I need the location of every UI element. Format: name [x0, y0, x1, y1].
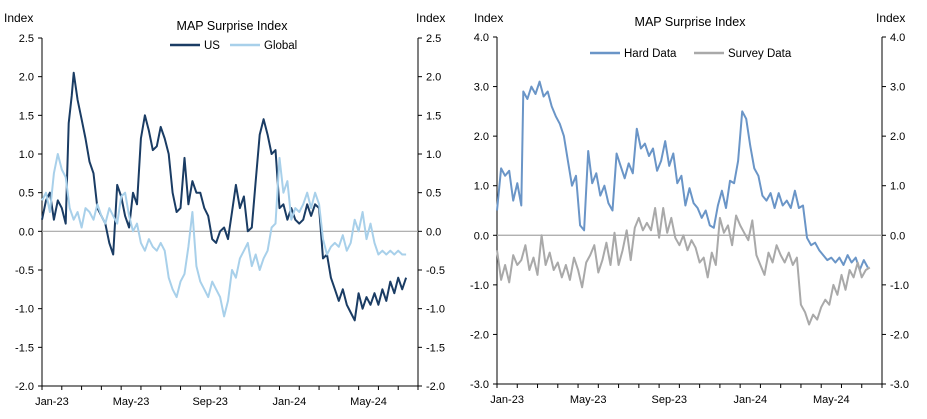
y-tick-label-right: 2.5: [426, 33, 441, 45]
y-tick-label-right: 2.0: [890, 131, 905, 143]
legend-label-survey-data: Survey Data: [728, 48, 792, 60]
y-tick-label-left: 2.0: [474, 131, 489, 143]
series-line-global: [41, 153, 407, 318]
y-tick-label-left: 2.0: [19, 72, 34, 84]
legend: US Global: [170, 40, 297, 52]
y-tick-label-right: 4.0: [890, 32, 905, 44]
y-tick-label-right: 1.0: [426, 149, 441, 161]
x-tick-label: May-23: [113, 396, 150, 408]
y-axis-title-left: Index: [474, 11, 503, 25]
y-tick-label-left: 0.0: [19, 226, 34, 238]
y-tick-label-right: 3.0: [890, 82, 905, 94]
y-tick-label-right: -2.0: [890, 329, 909, 341]
y-tick-label-left: 1.0: [19, 149, 34, 161]
y-tick-label-left: 0.0: [474, 230, 489, 242]
legend-label-us: US: [204, 40, 220, 52]
x-tick-label: Sep-23: [192, 396, 227, 408]
series-line-hard-data: [496, 80, 869, 271]
y-tick-label-left: -2.0: [15, 381, 34, 393]
x-tick-label: Jan-23: [35, 396, 69, 408]
y-tick-label-left: 1.0: [474, 181, 489, 193]
x-tick-label: Jan-24: [273, 396, 307, 408]
y-tick-label-right: -0.5: [426, 265, 445, 277]
y-tick-label-right: 1.5: [426, 110, 441, 122]
x-tick-label: May-24: [350, 396, 387, 408]
legend-label-hard-data: Hard Data: [624, 48, 677, 60]
y-tick-label-right: -2.0: [426, 381, 445, 393]
chart-title: MAP Surprise Index: [177, 19, 289, 33]
y-tick-label-left: -1.5: [15, 342, 34, 354]
x-tick-label: Jan-24: [733, 394, 767, 406]
chart-left: Index Index MAP Surprise Index US Global …: [4, 11, 445, 408]
chart-right: Index Index MAP Surprise Index Hard Data…: [470, 11, 909, 406]
x-tick-label: Jan-23: [490, 394, 524, 406]
series-line-survey-data: [496, 207, 871, 326]
y-tick-label-left: 0.5: [19, 188, 34, 200]
legend-label-global: Global: [264, 40, 297, 52]
y-tick-label-left: -3.0: [470, 379, 489, 391]
y-tick-label-right: 2.0: [426, 72, 441, 84]
x-tick-label: Sep-23: [651, 394, 686, 406]
y-tick-label-right: -3.0: [890, 379, 909, 391]
y-tick-label-right: 0.5: [426, 188, 441, 200]
chart-title: MAP Surprise Index: [635, 15, 747, 29]
y-tick-label-left: 4.0: [474, 32, 489, 44]
x-tick-label: May-24: [813, 394, 850, 406]
y-tick-label-left: -2.0: [470, 329, 489, 341]
y-axis-title-left: Index: [4, 11, 33, 25]
series-line-us: [41, 71, 408, 322]
y-tick-label-right: -1.0: [890, 280, 909, 292]
y-tick-label-left: -0.5: [15, 265, 34, 277]
y-tick-label-right: -1.5: [426, 342, 445, 354]
x-tick-label: May-23: [570, 394, 607, 406]
y-tick-label-left: 2.5: [19, 33, 34, 45]
y-tick-label-left: 3.0: [474, 82, 489, 94]
y-tick-label-right: -1.0: [426, 304, 445, 316]
y-tick-label-right: 1.0: [890, 181, 905, 193]
y-tick-label-right: 0.0: [890, 230, 905, 242]
legend: Hard Data Survey Data: [590, 48, 792, 60]
plot-area: -3.0 -3.0 -2.0 -2.0 -1.0 -1.0 0.0 0.0 1.0 1.0 2.0 2…: [470, 32, 909, 406]
y-axis-title-right: Index: [876, 11, 905, 25]
plot-area: -2.0 -2.0 -1.5 -1.5 -1.0 -1.0 -0.5 -0.5 0.0 0.0 0.…: [15, 33, 445, 408]
y-tick-label-left: 1.5: [19, 110, 34, 122]
y-tick-label-left: -1.0: [15, 304, 34, 316]
y-tick-label-left: -1.0: [470, 280, 489, 292]
y-tick-label-right: 0.0: [426, 226, 441, 238]
y-axis-title-right: Index: [416, 11, 445, 25]
